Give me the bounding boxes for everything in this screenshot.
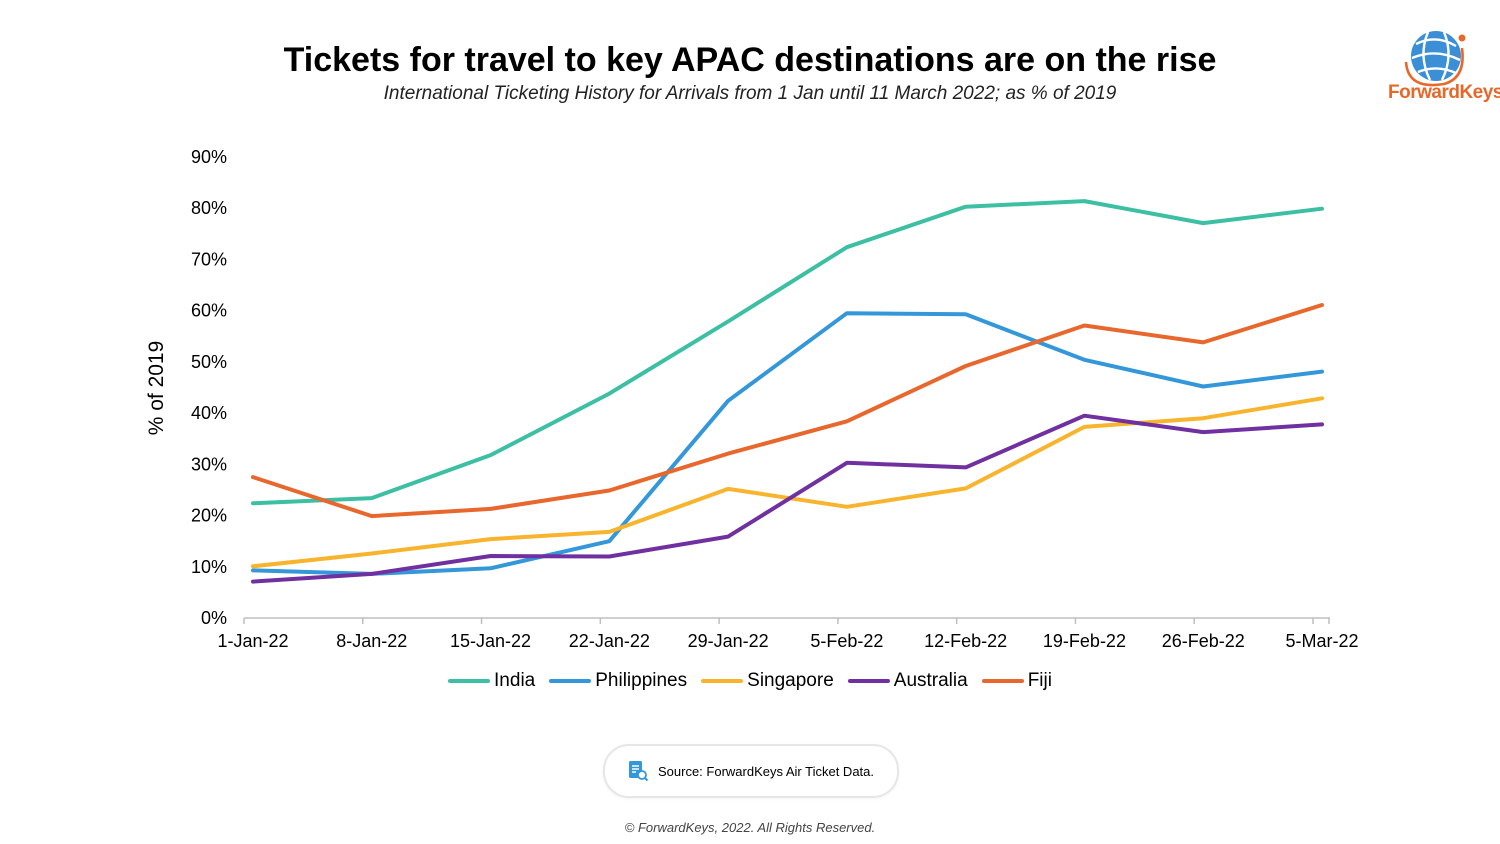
legend-swatch bbox=[448, 679, 491, 683]
legend-item-philippines: Philippines bbox=[549, 670, 687, 692]
x-tick-label: 8-Jan-22 bbox=[336, 631, 407, 651]
y-tick-label: 80% bbox=[191, 198, 227, 218]
legend-item-australia: Australia bbox=[847, 670, 968, 692]
y-tick-label: 10% bbox=[191, 557, 227, 577]
x-tick-label: 19-Feb-22 bbox=[1043, 631, 1126, 651]
legend-item-singapore: Singapore bbox=[701, 670, 834, 692]
source-text: Source: ForwardKeys Air Ticket Data. bbox=[657, 763, 875, 779]
legend-label: Australia bbox=[893, 670, 968, 691]
series-line-australia bbox=[251, 413, 1324, 584]
legend-swatch bbox=[981, 679, 1024, 683]
logo-text: ForwardKeys bbox=[1388, 82, 1500, 103]
y-tick-label: 50% bbox=[191, 352, 227, 372]
x-tick-label: 5-Mar-22 bbox=[1285, 631, 1358, 651]
x-tick-label: 29-Jan-22 bbox=[688, 631, 769, 651]
y-tick-label: 70% bbox=[191, 249, 227, 269]
x-tick-label: 15-Jan-22 bbox=[450, 631, 531, 651]
legend-swatch bbox=[701, 679, 744, 683]
legend-label: Fiji bbox=[1027, 670, 1052, 691]
y-tick-label: 90% bbox=[191, 147, 227, 167]
y-tick-label: 20% bbox=[191, 506, 227, 526]
series-line-india bbox=[251, 199, 1324, 506]
source-note: Source: ForwardKeys Air Ticket Data. bbox=[603, 744, 899, 798]
y-tick-label: 40% bbox=[191, 403, 227, 423]
legend-swatch bbox=[549, 679, 592, 683]
legend-item-india: India bbox=[448, 670, 535, 692]
series-line-fiji bbox=[251, 303, 1324, 519]
y-axis-title: % of 2019 bbox=[145, 341, 168, 436]
copyright-notice: © ForwardKeys, 2022. All Rights Reserved… bbox=[624, 820, 876, 835]
chart-legend: India Philippines Singapore Australia Fiji bbox=[0, 670, 1500, 692]
x-tick-label: 22-Jan-22 bbox=[569, 631, 650, 651]
legend-label: Philippines bbox=[595, 670, 688, 691]
legend-swatch bbox=[847, 679, 890, 683]
legend-label: Singapore bbox=[747, 670, 834, 691]
chart-title: Tickets for travel to key APAC destinati… bbox=[283, 41, 1217, 79]
x-tick-label: 12-Feb-22 bbox=[924, 631, 1007, 651]
globe-icon bbox=[1404, 31, 1466, 87]
y-tick-label: 30% bbox=[191, 454, 227, 474]
y-tick-label: 60% bbox=[191, 301, 227, 321]
x-tick-label: 1-Jan-22 bbox=[217, 631, 288, 651]
chart-subtitle: International Ticketing History for Arri… bbox=[383, 83, 1117, 104]
series-line-philippines bbox=[251, 311, 1324, 576]
legend-item-fiji: Fiji bbox=[981, 670, 1052, 692]
document-search-icon bbox=[628, 761, 648, 782]
legend-label: India bbox=[494, 670, 536, 691]
x-tick-label: 26-Feb-22 bbox=[1162, 631, 1245, 651]
y-tick-label: 0% bbox=[201, 608, 227, 628]
x-tick-label: 5-Feb-22 bbox=[810, 631, 883, 651]
